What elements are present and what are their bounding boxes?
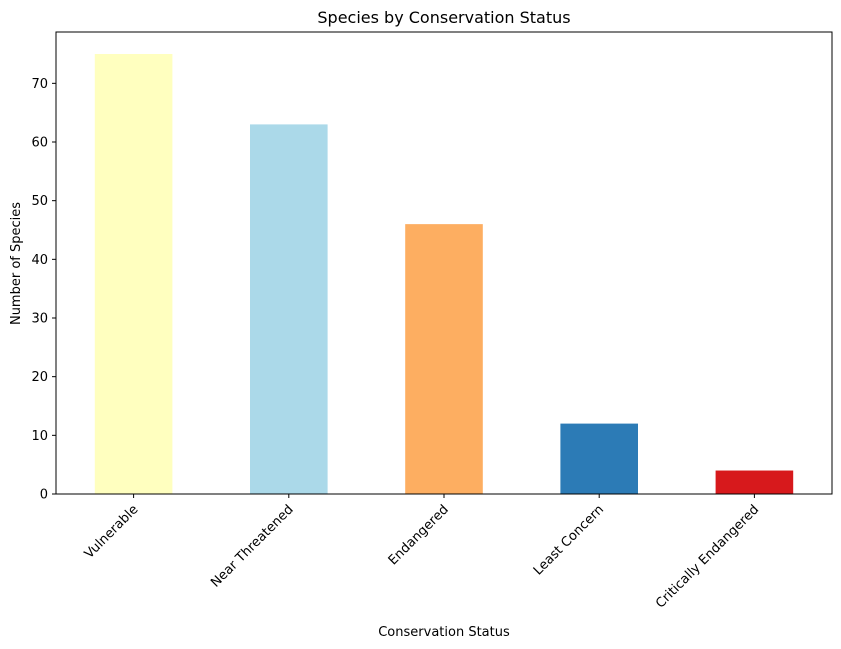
bar-least-concern — [560, 423, 638, 494]
y-axis-label: Number of Species — [9, 202, 24, 325]
bar-critically-endangered — [715, 470, 794, 494]
plot-frame — [55, 31, 833, 495]
bar-endangered — [405, 224, 483, 494]
y-tick-label: 50 — [31, 194, 48, 209]
y-tick-label: 70 — [31, 77, 48, 92]
bars — [94, 54, 794, 495]
bar-vulnerable — [94, 54, 173, 494]
y-tick-label: 0 — [40, 488, 48, 503]
y-tick-label: 10 — [31, 429, 48, 444]
y-tick-label: 20 — [31, 370, 48, 385]
bar-near-threatened — [250, 124, 328, 495]
y-tick-label: 60 — [31, 136, 48, 151]
chart-title: Species by Conservation Status — [317, 8, 570, 27]
x-axis-label: Conservation Status — [378, 625, 510, 640]
y-tick-label: 40 — [31, 253, 48, 268]
y-axis: 0 10 20 30 40 50 60 70 — [31, 77, 56, 503]
y-tick-label: 30 — [31, 312, 48, 327]
